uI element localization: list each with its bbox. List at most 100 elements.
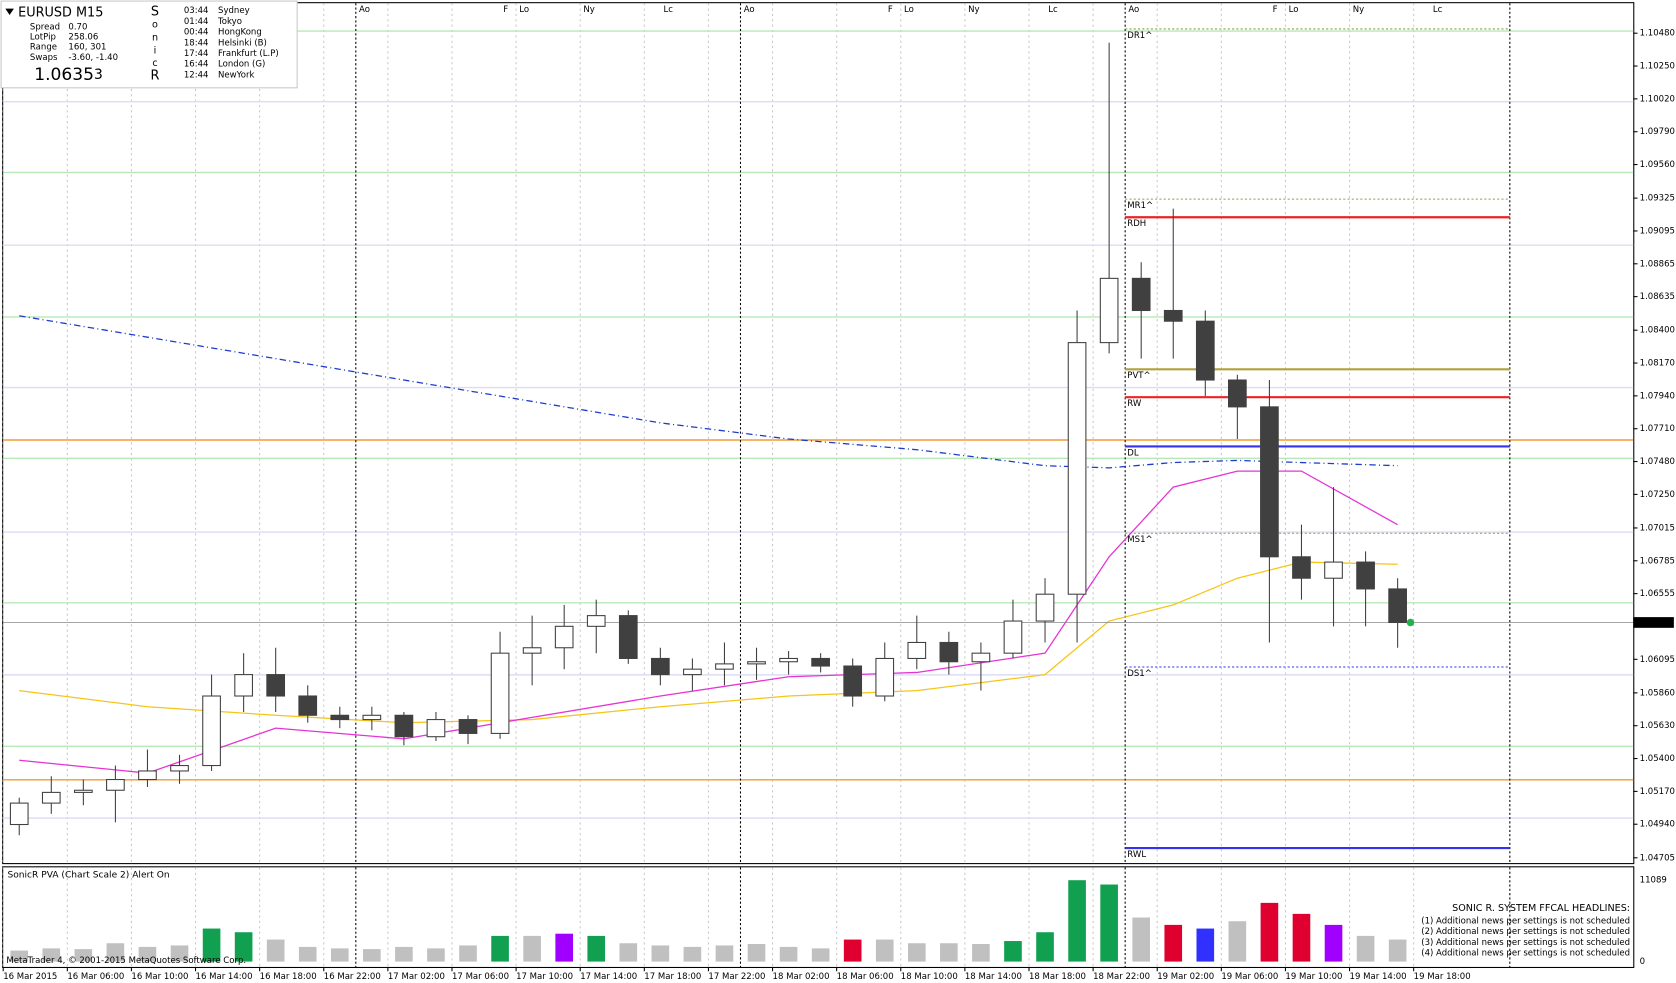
session-marker: Ao (744, 5, 755, 15)
panel-value: 258.06 (68, 32, 98, 42)
bid-main: 1.0635 (34, 65, 94, 85)
candle-body (651, 657, 670, 676)
candle-body (1163, 309, 1183, 322)
panel-box (0, 0, 298, 89)
candle-body (1292, 556, 1311, 579)
symbol: EURUSD M15 (18, 5, 103, 20)
candle-body (1228, 379, 1247, 408)
candle-body (747, 661, 766, 665)
x-tick-label: 16 Mar 06:00 (67, 972, 124, 982)
volume-bar (811, 948, 830, 962)
x-tick-label: 16 Mar 10:00 (131, 972, 188, 982)
panel-value: -3.60, -1.40 (68, 53, 118, 63)
volume-bar (170, 945, 189, 962)
brand-letter: n (152, 32, 158, 43)
y-tick-label: 1.10020 (1640, 94, 1675, 104)
candle-body (1260, 406, 1279, 558)
headline: (3) Additional news per settings is not … (1421, 938, 1630, 948)
headline: (1) Additional news per settings is not … (1421, 916, 1630, 926)
x-tick-label: 17 Mar 22:00 (708, 972, 765, 982)
session-marker: Ny (1353, 5, 1364, 15)
candle-body (1067, 342, 1087, 595)
indicator-title: SonicR PVA (Chart Scale 2) Alert On (7, 870, 169, 880)
pivot-label: RDH (1127, 219, 1146, 229)
panel-key: Range (30, 43, 57, 53)
x-tick-label: 19 Mar 18:00 (1414, 972, 1471, 982)
brand-letter: o (152, 20, 158, 31)
candle-body (843, 665, 863, 697)
candle-body (170, 765, 189, 772)
y-tick-label: 1.08865 (1640, 259, 1675, 269)
y-tick-label: 1.08170 (1640, 359, 1675, 369)
x-tick-label: 19 Mar 14:00 (1350, 972, 1407, 982)
candle-body (330, 714, 350, 721)
brand-letter: c (152, 58, 157, 69)
bid-pip: 3 (94, 67, 103, 83)
volume-bar (427, 948, 445, 962)
candle-body (1099, 277, 1119, 344)
y-tick-label: 1.07015 (1640, 523, 1675, 533)
y-tick-label: 1.09790 (1640, 127, 1675, 137)
headlines-title: SONIC R. SYSTEM FFCAL HEADLINES: (1452, 903, 1630, 914)
copyright: MetaTrader 4, © 2001-2015 MetaQuotes Sof… (6, 956, 246, 966)
volume-bar (651, 945, 670, 962)
volume-bar (619, 943, 638, 962)
current-price-dot (1406, 618, 1415, 627)
session-marker: Lc (1433, 5, 1443, 15)
session-marker: Ao (359, 5, 370, 15)
candle-body (522, 647, 542, 654)
volume-bar (395, 946, 413, 962)
volume-bar (1036, 932, 1054, 962)
volume-bar (1196, 928, 1215, 962)
candle-body (298, 695, 318, 716)
panel-key: Swaps (30, 53, 58, 63)
volume-bar (10, 950, 29, 962)
volume-bar (298, 946, 317, 962)
candle-body (202, 695, 221, 767)
x-tick-label: 18 Mar 10:00 (901, 972, 958, 982)
y-tick-label: 1.04705 (1640, 853, 1675, 863)
candle-body (683, 668, 702, 676)
volume-bar (972, 943, 990, 962)
session-marker: Ao (1128, 5, 1139, 15)
y-tick-label: 1.07480 (1640, 457, 1675, 467)
x-tick-label: 18 Mar 02:00 (773, 972, 830, 982)
y-tick-label: 1.10250 (1640, 62, 1675, 72)
volume-bar (363, 949, 381, 962)
y-tick-label: 1.06555 (1640, 589, 1675, 599)
panel-arrow (5, 8, 14, 15)
candle-body (234, 674, 253, 697)
candle-body (1324, 561, 1343, 579)
volume-bar (523, 935, 541, 962)
session-time: 18:44 (184, 38, 209, 48)
pivot-label: MS1^ (1127, 535, 1152, 545)
volume-bar (843, 939, 862, 962)
candle-body (490, 652, 510, 734)
session-city: London (G) (218, 60, 265, 70)
volume-bar (234, 932, 253, 962)
volume-bar (587, 935, 606, 962)
candle-body (1131, 277, 1151, 312)
candle-body (362, 714, 382, 721)
x-tick-label: 19 Mar 10:00 (1285, 972, 1342, 982)
candle-body (138, 770, 157, 781)
x-tick-label: 19 Mar 06:00 (1221, 972, 1278, 982)
pivot-label: DR1^ (1127, 31, 1152, 41)
candle-body (618, 615, 638, 659)
volume-bar (779, 946, 798, 962)
info-panel: EURUSD M15 Spread 0.70 LotPip 258.06 Range 16… (0, 0, 298, 89)
y-tick-label: 1.08635 (1640, 292, 1675, 302)
volume-bar (266, 939, 285, 962)
session-marker: Lo (519, 5, 529, 15)
volume-bar (106, 943, 125, 962)
volume-bar (940, 943, 958, 962)
volume-bar (747, 943, 766, 962)
y-tick-label: 1.07940 (1640, 391, 1675, 401)
x-tick-label: 16 Mar 22:00 (324, 972, 381, 982)
candle-body (811, 657, 830, 667)
y-tick-label: 1.08400 (1640, 326, 1675, 336)
candle-body (1388, 588, 1407, 624)
pivot-label: RW (1127, 399, 1142, 409)
session-marker: F (503, 5, 508, 15)
